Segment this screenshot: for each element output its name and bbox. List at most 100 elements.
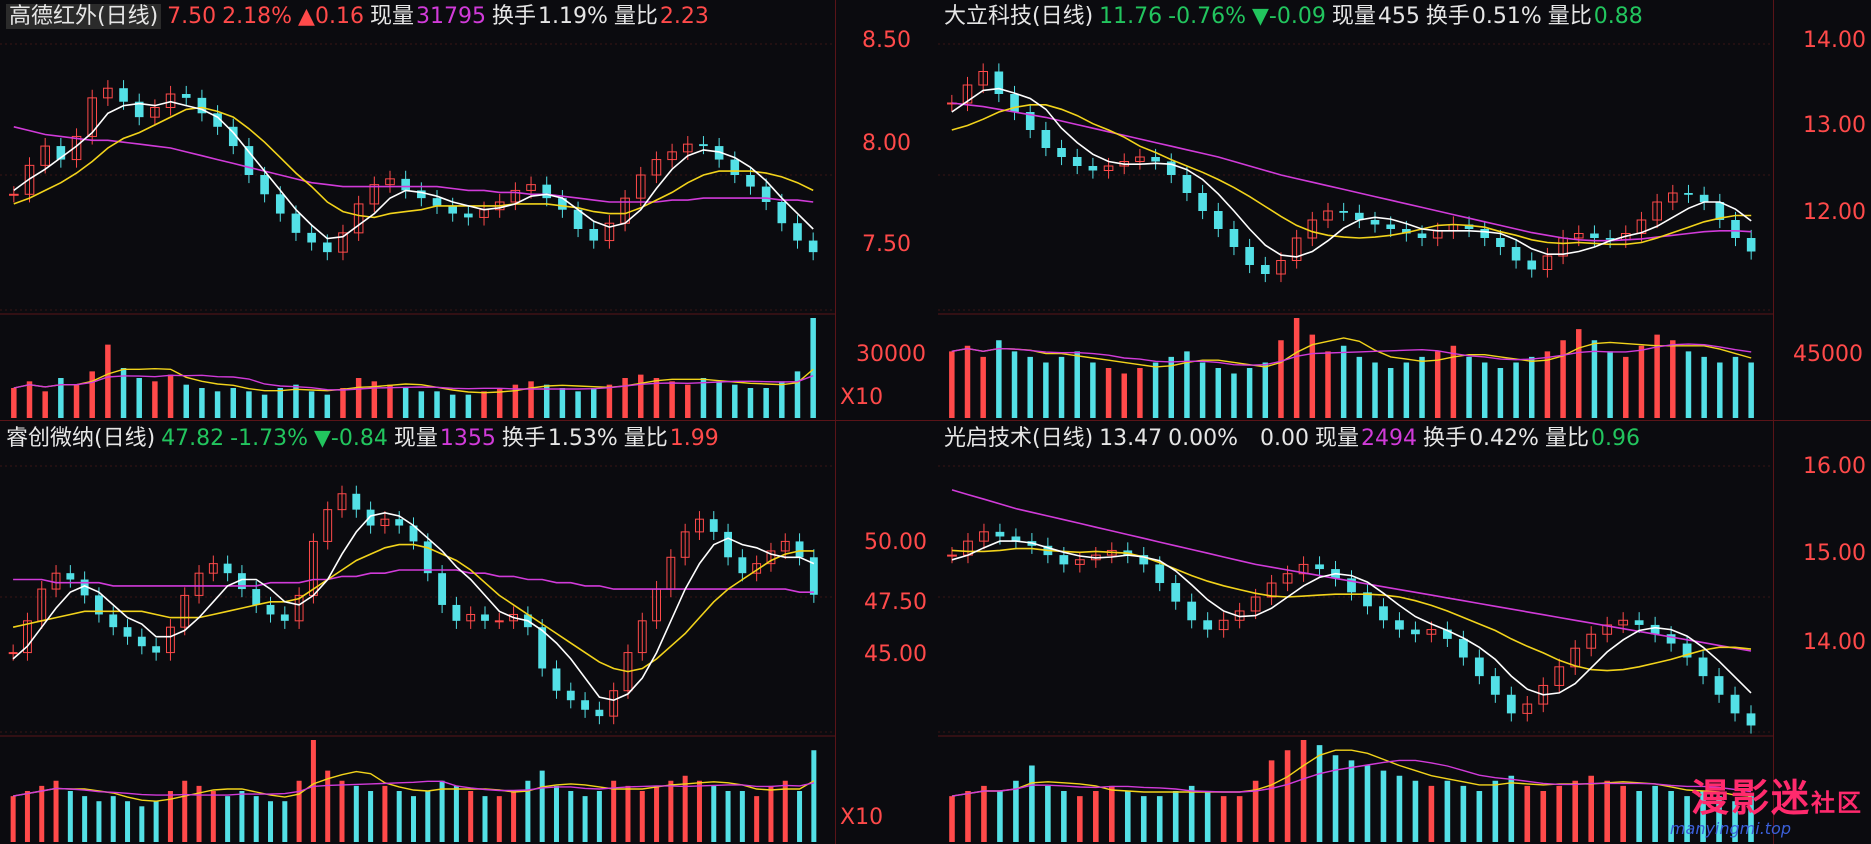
ma10-line <box>951 547 1752 672</box>
candle-body <box>137 636 146 647</box>
candle-body <box>558 198 567 210</box>
turn-value: 1.19% <box>537 4 608 29</box>
candle-body <box>401 178 410 191</box>
candle-body <box>651 159 662 176</box>
stock-name[interactable]: 大立科技(日线) <box>944 4 1094 29</box>
candle-body <box>1203 620 1213 630</box>
candle-body <box>667 151 677 161</box>
candle-body <box>134 101 144 118</box>
candle-body <box>538 627 547 669</box>
candle-body <box>1213 211 1223 229</box>
candle-body <box>1323 210 1333 221</box>
stock-change: ▼-0.84 <box>313 426 388 451</box>
candle-body <box>165 626 175 654</box>
down-arrow-icon: ▼ <box>1251 4 1269 29</box>
candle-body <box>1570 647 1581 668</box>
candle-body <box>695 518 704 533</box>
candle-body <box>352 493 361 510</box>
vol-value: 455 <box>1377 4 1420 29</box>
candle-body <box>581 700 590 710</box>
panel-header: 高德红外(日线) 7.50 2.18% ▲0.16 现量31795 换手1.19% 量比2.… <box>6 3 715 31</box>
candle-body <box>1103 165 1114 171</box>
stock-name[interactable]: 光启技术(日线) <box>944 426 1094 451</box>
price-tick: 47.50 <box>864 590 927 615</box>
stock-pct: -0.76% <box>1168 4 1246 29</box>
vol-ma10-line <box>951 343 1752 366</box>
vol-ma5-line <box>12 770 815 802</box>
candle-body <box>994 71 1004 94</box>
candle-body <box>1395 620 1404 630</box>
candle-body <box>1698 657 1708 677</box>
candle-body <box>150 107 160 118</box>
vol-unit: X10 <box>840 805 884 830</box>
candle-body <box>1011 536 1021 542</box>
candle-body <box>87 97 98 137</box>
ratio-label: 量比 <box>1547 4 1592 29</box>
vol-ma10-line <box>13 374 814 391</box>
candle-body <box>1250 596 1261 612</box>
panel-dali: 大立科技(日线) 11.76 -0.76% ▼-0.09 现量455 换手0.51% 量比0… <box>938 0 1773 420</box>
candle-body <box>208 563 218 574</box>
chart-dali <box>938 43 1773 418</box>
candle-body <box>1699 194 1709 202</box>
ratio-value: 0.88 <box>1593 4 1643 29</box>
stock-name[interactable]: 高德红外(日线) <box>6 4 162 29</box>
panel-guangqi: 光启技术(日线) 13.47 0.00% 0.00 现量2494 换手0.42% 量比0.9… <box>938 422 1773 844</box>
candle-body <box>793 223 802 241</box>
candle-body <box>962 84 973 104</box>
candle-body <box>1315 564 1324 570</box>
candle-body <box>452 604 461 621</box>
candle-body <box>1025 112 1035 130</box>
candle-body <box>165 93 176 108</box>
candle-body <box>432 198 442 206</box>
vol-ma5-line <box>951 749 1752 797</box>
candle-body <box>761 186 771 202</box>
chart-guangqi <box>938 465 1773 842</box>
stock-price: 47.82 <box>161 426 225 451</box>
candle-body <box>237 573 246 590</box>
stock-pct: 2.18% <box>222 4 293 29</box>
candle-body <box>1282 573 1293 584</box>
down-arrow-icon: ▼ <box>313 426 331 451</box>
vol-label: 现量 <box>369 4 414 29</box>
candle-body <box>380 518 390 527</box>
vol-value: 31795 <box>415 4 486 29</box>
candle-body <box>1714 676 1724 695</box>
candle-body <box>1198 193 1207 211</box>
price-tick: 16.00 <box>1803 454 1866 479</box>
stock-change: ▲0.16 <box>298 4 364 29</box>
candle-body <box>448 205 457 214</box>
candle-body <box>180 594 190 628</box>
price-tick: 13.00 <box>1803 113 1866 138</box>
price-tick: 45.00 <box>864 642 927 667</box>
candle-body <box>1682 643 1692 658</box>
vol-ma10-line <box>12 780 815 797</box>
candle-body <box>809 557 818 595</box>
candle-body <box>635 174 646 199</box>
candle-body <box>1059 555 1069 565</box>
candle-body <box>978 71 988 86</box>
candle-body <box>1298 563 1309 575</box>
candle-body <box>252 589 261 605</box>
candle-body <box>1458 638 1468 658</box>
candle-body <box>1010 94 1019 112</box>
ma20-line <box>951 102 1752 242</box>
price-tick: 8.50 <box>862 28 911 53</box>
candle-body <box>1379 606 1388 621</box>
candle-body <box>323 509 333 542</box>
ma20-line <box>13 569 814 593</box>
stock-name[interactable]: 睿创微纳(日线) <box>6 426 156 451</box>
candle-body <box>1746 238 1756 252</box>
candle-body <box>766 550 776 565</box>
candle-body <box>714 146 724 160</box>
ma20-line <box>951 489 1752 652</box>
candle-body <box>542 184 552 199</box>
candle-body <box>780 540 790 552</box>
candle-body <box>494 620 504 623</box>
candle-body <box>1506 694 1516 714</box>
vol-label: 现量 <box>1331 4 1376 29</box>
candle-body <box>307 232 316 243</box>
ratio-value: 2.23 <box>659 4 709 29</box>
price-tick: 14.00 <box>1803 630 1866 655</box>
